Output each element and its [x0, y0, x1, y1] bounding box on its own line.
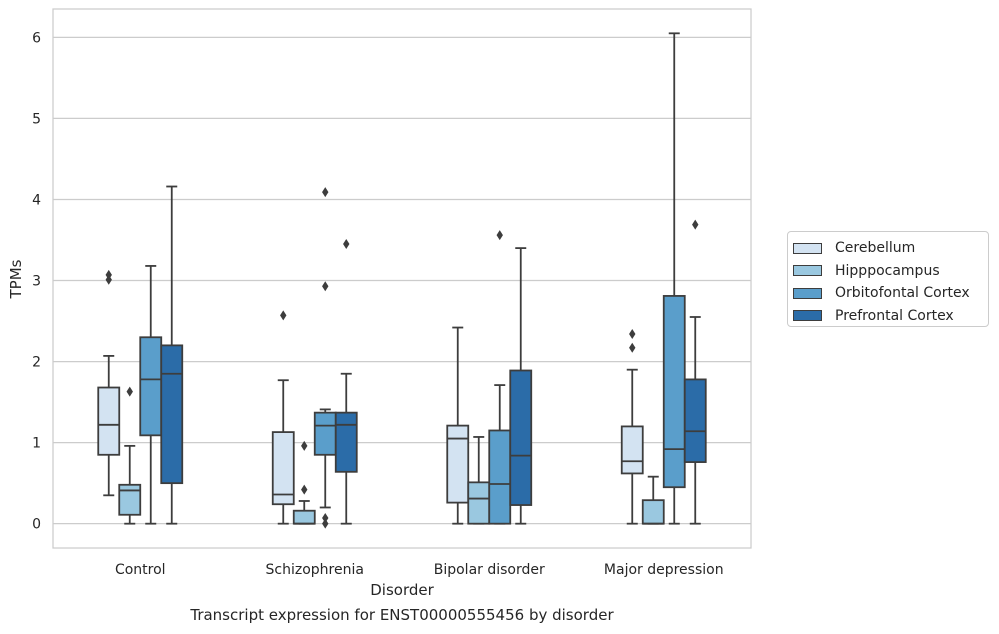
box-group [620, 329, 644, 525]
outlier-point [322, 187, 329, 198]
box [641, 499, 665, 525]
box [488, 429, 512, 525]
outlier-point [496, 230, 503, 241]
box [292, 509, 316, 525]
box-group [467, 436, 491, 525]
y-tick-label: 5 [32, 111, 41, 127]
box-group [334, 239, 358, 525]
box-group [160, 185, 184, 525]
box [313, 411, 337, 456]
box [334, 411, 358, 473]
box [271, 431, 295, 506]
x-tick-labels: Control Schizophrenia Bipolar disorder Majo… [115, 562, 724, 578]
x-tick-label: Control [115, 562, 166, 578]
outlier-point [105, 269, 112, 280]
x-axis-label: Disorder [370, 581, 434, 599]
box-group [446, 326, 470, 525]
outlier-point [126, 386, 133, 397]
figure-caption: Transcript expression for ENST0000055545… [190, 606, 614, 624]
legend-item: Hipppocampus [793, 260, 988, 283]
x-tick-label: Bipolar disorder [434, 562, 545, 578]
outlier-point [692, 219, 699, 230]
y-tick-label: 3 [32, 274, 41, 290]
outlier-point [629, 342, 636, 353]
outlier-point [322, 281, 329, 292]
box-group [271, 310, 295, 525]
box [509, 369, 533, 506]
legend-swatch [793, 310, 822, 322]
box-group [641, 475, 665, 525]
plot-frame [52, 8, 752, 549]
outlier-point [343, 239, 350, 250]
outlier-point [629, 329, 636, 340]
box [97, 386, 121, 456]
box-layer [97, 32, 707, 529]
legend-item: Orbitofontal Cortex [793, 282, 988, 305]
legend-swatch [793, 287, 822, 299]
box-group [683, 219, 707, 525]
box-group [662, 32, 686, 525]
y-tick-label: 2 [32, 355, 41, 371]
legend-swatch [793, 265, 822, 277]
y-tick-labels: 0 1 2 3 4 5 6 [32, 30, 41, 532]
box [620, 425, 644, 475]
y-axis-label: TPMs [7, 259, 25, 299]
box-group [292, 440, 316, 525]
grid-lines [53, 36, 751, 525]
y-tick-label: 4 [32, 192, 41, 208]
box-group [509, 247, 533, 525]
legend-label: Prefrontal Cortex [835, 307, 954, 324]
legend-label: Cerebellum [835, 240, 916, 257]
box [160, 344, 184, 485]
box-group [118, 386, 142, 525]
outlier-point [301, 484, 308, 495]
outlier-point [322, 518, 329, 529]
box [446, 424, 470, 504]
outlier-point [301, 440, 308, 451]
box [683, 378, 707, 463]
y-tick-label: 0 [32, 517, 41, 533]
x-tick-label: Major depression [604, 562, 724, 578]
y-tick-label: 1 [32, 436, 41, 452]
legend-item: Prefrontal Cortex [793, 305, 988, 328]
legend-item: Cerebellum [793, 237, 988, 260]
legend-swatch [793, 242, 822, 254]
box-group [313, 187, 337, 529]
x-tick-label: Schizophrenia [266, 562, 364, 578]
box-group [139, 265, 163, 525]
box [139, 336, 163, 437]
box-group [488, 230, 512, 525]
legend-label: Orbitofontal Cortex [835, 285, 970, 302]
legend: Cerebellum Hipppocampus Orbitofontal Cor… [787, 231, 989, 327]
box [662, 295, 686, 489]
box [467, 481, 491, 525]
box-group [97, 269, 121, 497]
legend-label: Hipppocampus [835, 262, 940, 279]
outlier-point [280, 310, 287, 321]
box [118, 483, 142, 516]
y-tick-label: 6 [32, 30, 41, 46]
outlier-point [322, 513, 329, 524]
